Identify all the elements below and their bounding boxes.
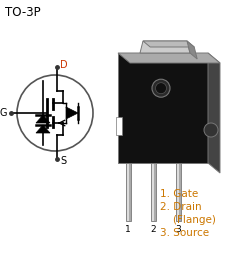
Text: (Flange): (Flange) [160, 215, 216, 225]
Text: 1: 1 [125, 225, 131, 234]
Polygon shape [118, 53, 220, 63]
Polygon shape [208, 53, 220, 173]
Text: G: G [0, 108, 7, 118]
Text: D: D [60, 60, 68, 70]
Text: TO-3P: TO-3P [5, 6, 41, 19]
Circle shape [152, 79, 170, 97]
Polygon shape [187, 41, 197, 59]
Polygon shape [66, 107, 78, 119]
Text: S: S [60, 156, 66, 166]
Bar [176, 163, 181, 221]
Bar [127, 163, 129, 221]
Polygon shape [140, 41, 190, 53]
Polygon shape [36, 125, 50, 133]
Bar [177, 163, 179, 221]
Polygon shape [143, 41, 194, 47]
Text: 2. Drain: 2. Drain [160, 202, 202, 212]
Circle shape [156, 83, 167, 94]
Polygon shape [36, 115, 50, 123]
Bar [151, 163, 156, 221]
Text: 2: 2 [150, 225, 156, 234]
Bar [116, 117, 122, 135]
Polygon shape [118, 53, 208, 163]
Circle shape [204, 123, 218, 137]
Bar [152, 163, 154, 221]
Bar [126, 163, 131, 221]
Text: 1. Gate: 1. Gate [160, 189, 198, 199]
Text: 3: 3 [175, 225, 181, 234]
Text: 3. Source: 3. Source [160, 228, 209, 238]
